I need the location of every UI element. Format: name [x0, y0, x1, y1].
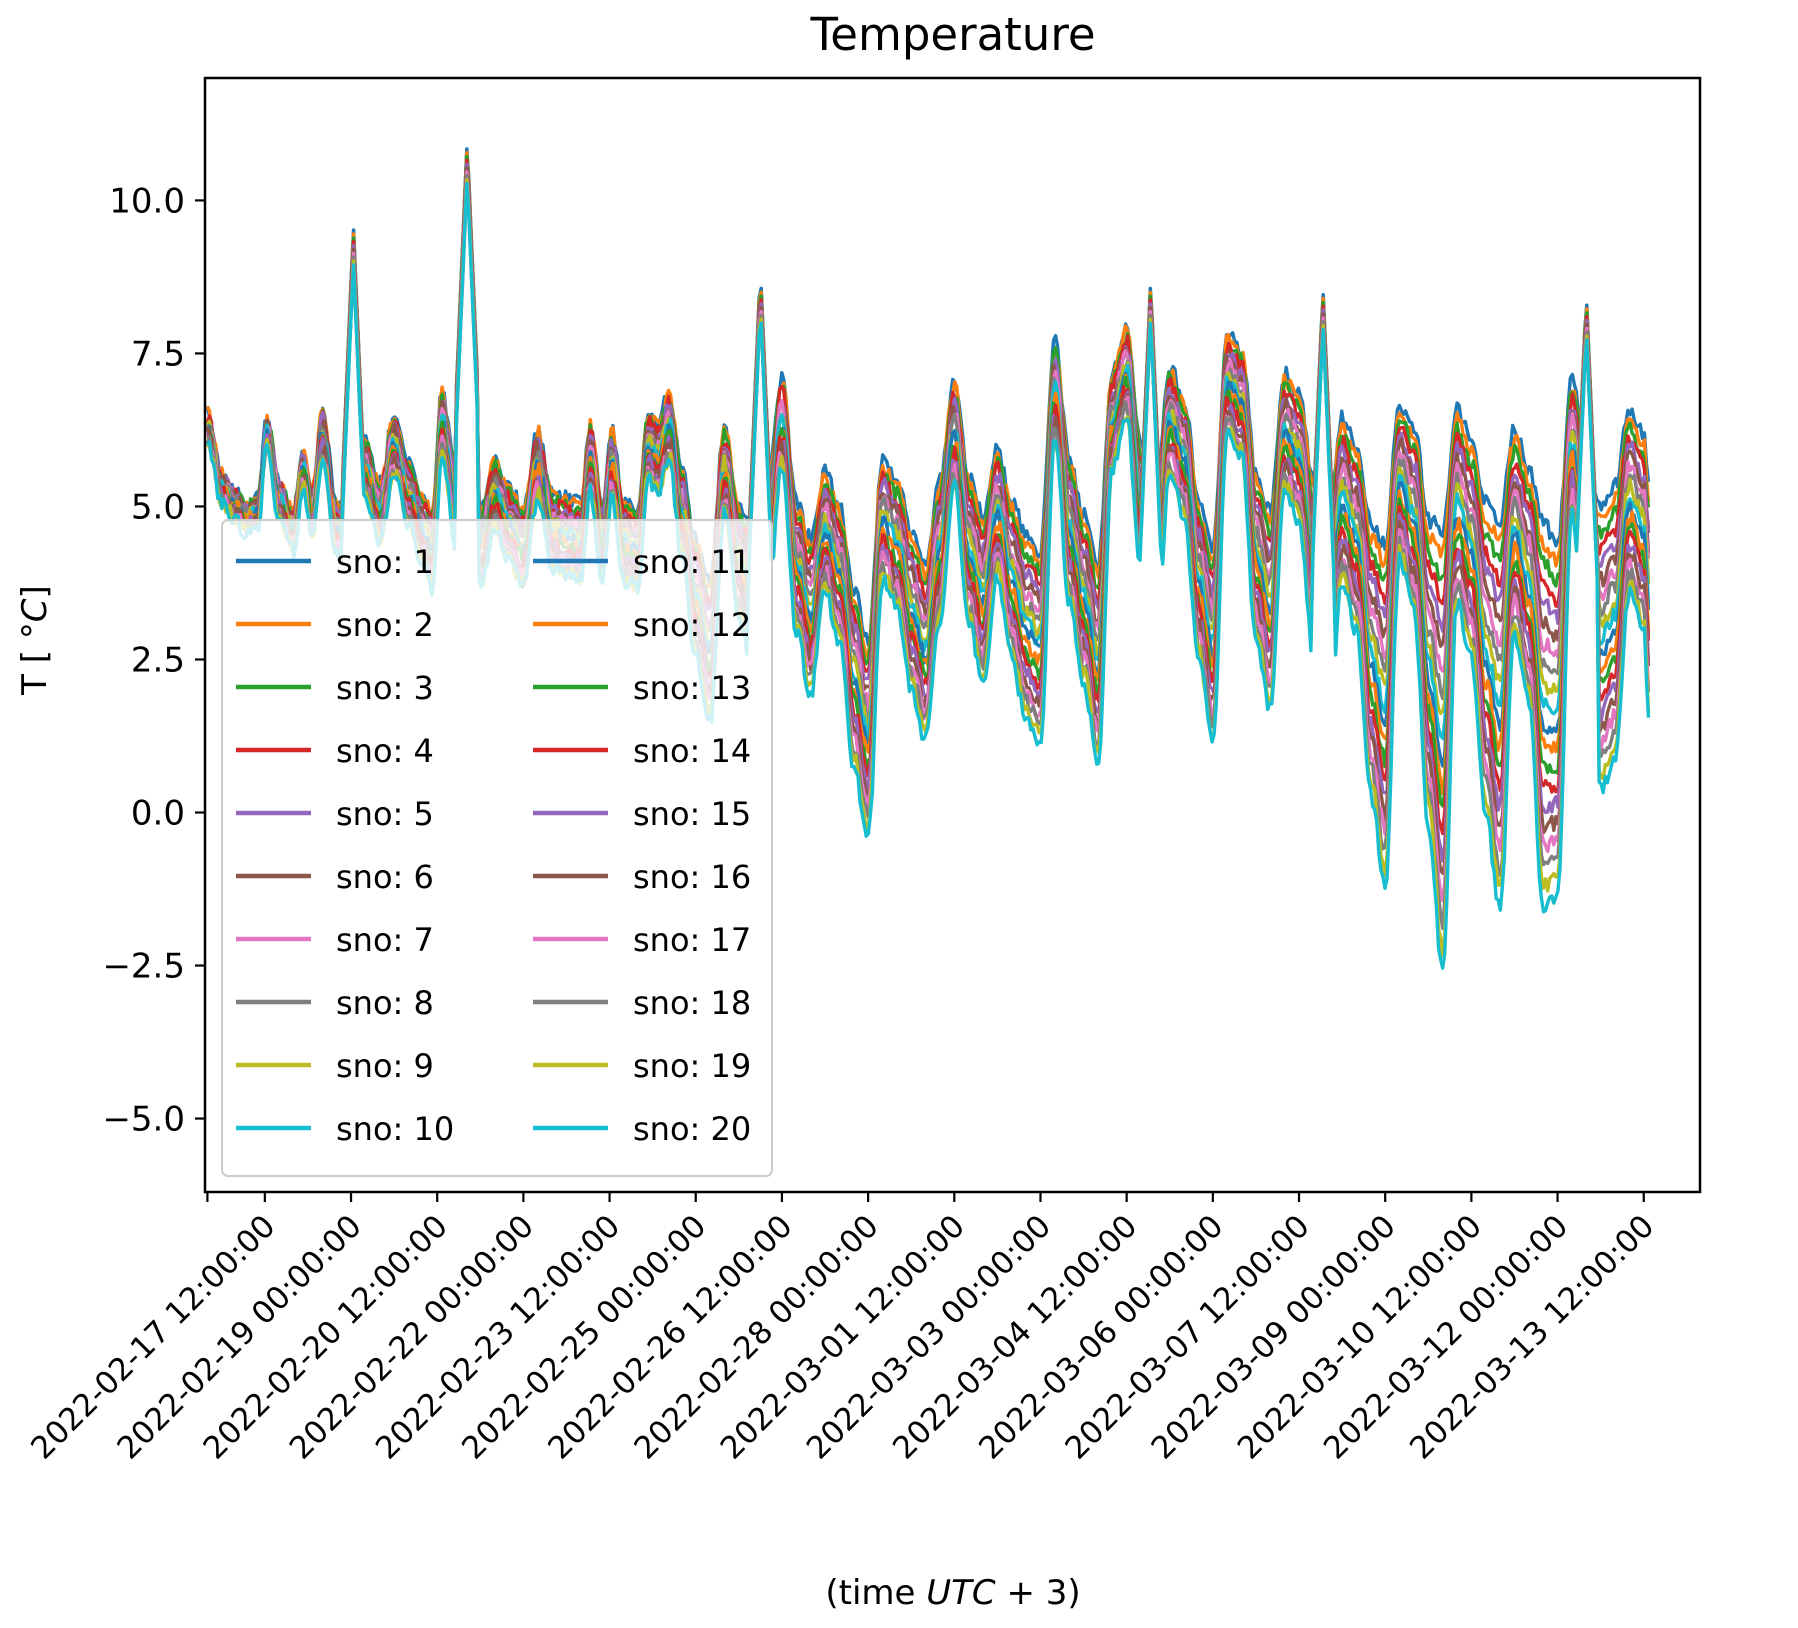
- legend-label: sno: 13: [633, 669, 751, 707]
- y-tick-label: 0.0: [131, 794, 185, 834]
- y-axis-label: T [ °C]: [15, 585, 55, 696]
- x-axis-label-offset: + 3): [996, 1573, 1081, 1613]
- legend-label: sno: 4: [336, 732, 434, 770]
- y-axis: −5.0 −2.5 0.0 2.5 5.0 7.5 10.0: [102, 181, 205, 1140]
- legend-label: sno: 10: [336, 1110, 454, 1148]
- legend-label: sno: 8: [336, 984, 434, 1022]
- legend-label: sno: 3: [336, 669, 434, 707]
- legend-label: sno: 17: [633, 921, 751, 959]
- x-axis-label-utc: UTC: [926, 1573, 996, 1613]
- legend-label: sno: 14: [633, 732, 751, 770]
- legend-label: sno: 7: [336, 921, 434, 959]
- legend-label: sno: 16: [633, 858, 751, 896]
- legend-items: sno: 1 sno: 2 sno: 3 sno: 4 sno: 5 sno: 6 sno:…: [236, 543, 751, 1148]
- y-tick-label: −5.0: [102, 1100, 185, 1140]
- legend-label: sno: 11: [633, 543, 751, 581]
- legend-label: sno: 15: [633, 795, 751, 833]
- legend-label: sno: 5: [336, 795, 434, 833]
- y-tick-label: 10.0: [109, 181, 185, 221]
- x-axis-label-pre: (time: [825, 1573, 926, 1613]
- legend-label: sno: 20: [633, 1110, 751, 1148]
- legend-label: sno: 9: [336, 1047, 434, 1085]
- legend-label: sno: 1: [336, 543, 434, 581]
- y-axis-label-post: ]: [15, 585, 55, 598]
- legend-label: sno: 12: [633, 606, 751, 644]
- legend: sno: 1 sno: 2 sno: 3 sno: 4 sno: 5 sno: 6 sno:…: [221, 519, 773, 1177]
- legend-label: sno: 2: [336, 606, 434, 644]
- legend-box: [221, 519, 773, 1177]
- series-layer: [205, 147, 1651, 970]
- legend-label: sno: 18: [633, 984, 751, 1022]
- y-tick-label: 7.5: [131, 334, 185, 374]
- y-tick-label: −2.5: [102, 947, 185, 987]
- series-line-sno-20: [205, 181, 1651, 970]
- plot-area-frame: [203, 76, 1702, 1194]
- y-axis-label-unit: C: [15, 598, 55, 622]
- legend-label: sno: 19: [633, 1047, 751, 1085]
- legend-label: sno: 6: [336, 858, 434, 896]
- y-tick-label: 2.5: [131, 640, 185, 680]
- chart-title: Temperature: [809, 8, 1095, 61]
- x-axis-label: (time UTC + 3): [825, 1573, 1080, 1613]
- y-axis-label-pre: T [ °: [15, 622, 55, 696]
- y-tick-label: 5.0: [131, 487, 185, 527]
